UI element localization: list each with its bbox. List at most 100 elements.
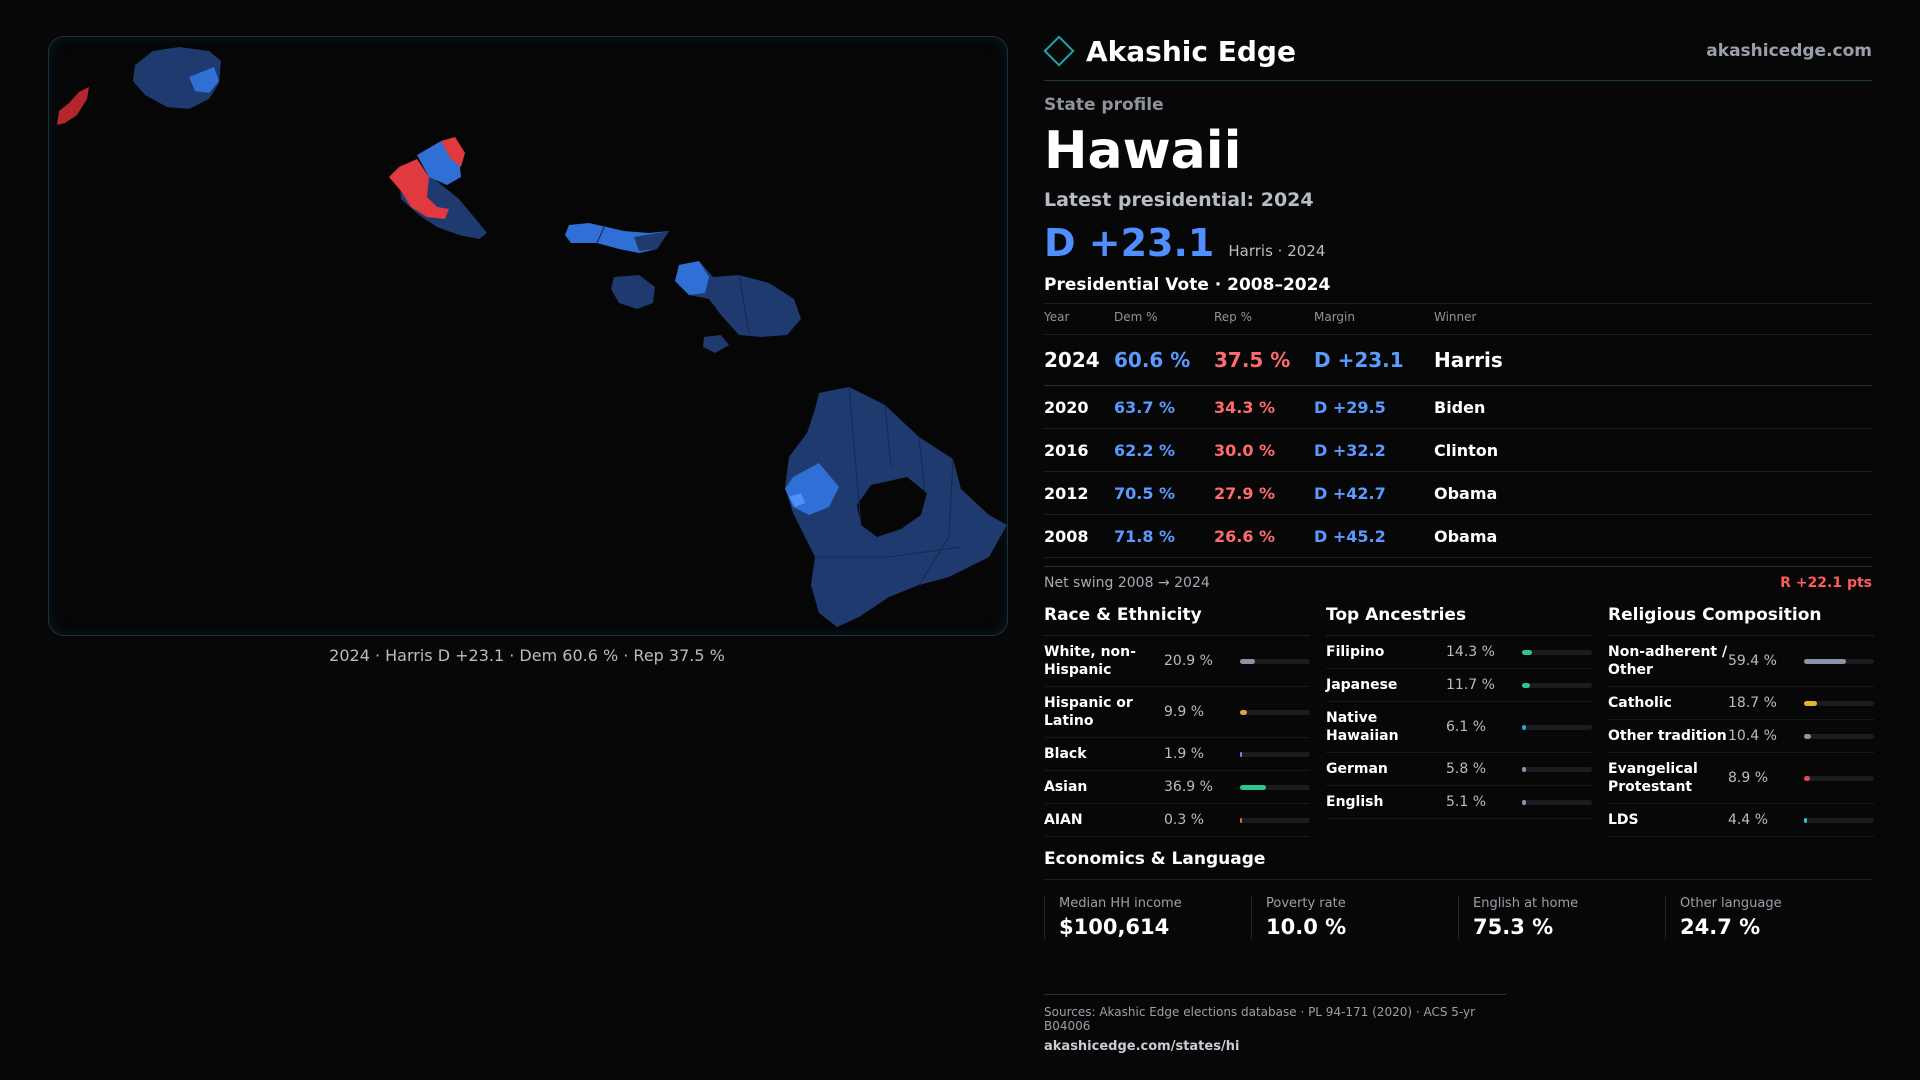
col-year[interactable]: Year — [1044, 303, 1114, 335]
cell-dem: 60.6 % — [1114, 334, 1214, 386]
demo-row[interactable]: AIAN 0.3 % — [1044, 804, 1310, 837]
cell-winner: Obama — [1434, 514, 1872, 558]
map-region-big-island-interior[interactable] — [857, 477, 927, 537]
cell-margin: D +45.2 — [1314, 514, 1434, 558]
demo-bar-fill — [1804, 700, 1817, 706]
demo-row[interactable]: White, non-Hispanic 20.9 % — [1044, 636, 1310, 687]
table-row[interactable]: 2012 70.5 % 27.9 % D +42.7 Obama — [1044, 471, 1872, 515]
demo-bar-fill — [1240, 658, 1255, 664]
demo-bar-track — [1804, 775, 1874, 781]
demo-row[interactable]: Catholic 18.7 % — [1608, 687, 1874, 720]
map-region-oahu-northwest[interactable] — [441, 137, 465, 167]
latest-margin-value: D +23.1 — [1044, 221, 1215, 265]
demo-label: Evangelical Protestant — [1608, 761, 1698, 795]
demo-bar-track — [1804, 817, 1874, 823]
cell-year: 2012 — [1044, 471, 1114, 515]
map-region-maui-west[interactable] — [675, 261, 709, 295]
demo-value: 8.9 % — [1728, 770, 1769, 786]
brand-url-link[interactable]: akashicedge.com — [1706, 41, 1872, 61]
vote-table: Year Dem % Rep % Margin Winner 2024 60.6… — [1044, 303, 1872, 558]
col-margin[interactable]: Margin — [1314, 303, 1434, 335]
demo-bar-track — [1804, 733, 1874, 739]
cell-dem: 62.2 % — [1114, 428, 1214, 472]
map-region-borders — [596, 224, 962, 586]
demo-bar-track — [1240, 751, 1310, 757]
demo-label: German — [1326, 761, 1388, 777]
map-region-lanai[interactable] — [611, 275, 655, 309]
demo-label: Hispanic or Latino — [1044, 695, 1133, 729]
map-region-kauai-east[interactable] — [189, 67, 219, 93]
demo-value: 36.9 % — [1164, 779, 1213, 795]
demo-row[interactable]: English 5.1 % — [1326, 786, 1592, 819]
demo-row[interactable]: Hispanic or Latino 9.9 % — [1044, 687, 1310, 738]
demo-bar-fill — [1522, 766, 1526, 772]
demo-label: AIAN — [1044, 812, 1083, 828]
stat-label: English at home — [1473, 896, 1579, 911]
demo-label: LDS — [1608, 812, 1639, 828]
demo-row[interactable]: Asian 36.9 % — [1044, 771, 1310, 804]
col-dem[interactable]: Dem % — [1114, 303, 1214, 335]
table-row[interactable]: 2024 60.6 % 37.5 % D +23.1 Harris — [1044, 334, 1872, 386]
demo-label: Black — [1044, 746, 1087, 762]
economics-title: Economics & Language — [1044, 849, 1872, 880]
map-region-oahu-west[interactable] — [389, 159, 449, 219]
map-region-kauai[interactable] — [133, 47, 221, 109]
table-row[interactable]: 2020 63.7 % 34.3 % D +29.5 Biden — [1044, 385, 1872, 429]
table-row[interactable]: 2008 71.8 % 26.6 % D +45.2 Obama — [1044, 514, 1872, 558]
col-winner[interactable]: Winner — [1434, 303, 1872, 335]
demo-bar-track — [1804, 658, 1874, 664]
hawaii-county-map[interactable] — [49, 37, 1007, 635]
cell-margin: D +32.2 — [1314, 428, 1434, 472]
demo-value: 20.9 % — [1164, 653, 1213, 669]
demo-bar-fill — [1522, 799, 1526, 805]
demo-bar-track — [1522, 724, 1592, 730]
cell-year: 2016 — [1044, 428, 1114, 472]
demo-bar-fill — [1804, 658, 1846, 664]
ancestry-section: Top Ancestries Filipino 14.3 % Japanese 11.… — [1326, 605, 1592, 837]
demo-bar-track — [1522, 649, 1592, 655]
demo-row[interactable]: Other tradition 10.4 % — [1608, 720, 1874, 753]
stat-median-income: Median HH income $100,614 — [1044, 896, 1251, 939]
col-rep[interactable]: Rep % — [1214, 303, 1314, 335]
demo-row[interactable]: Native Hawaiian 6.1 % — [1326, 702, 1592, 753]
brand[interactable]: Akashic Edge — [1043, 35, 1296, 68]
demo-bar-track — [1522, 799, 1592, 805]
page-title: Hawaii — [1044, 121, 1242, 181]
sources-link[interactable]: akashicedge.com/states/hi — [1044, 1039, 1240, 1054]
map-caption: 2024 · Harris D +23.1 · Dem 60.6 % · Rep… — [329, 646, 725, 665]
demo-bar-track — [1804, 700, 1874, 706]
stat-value: 75.3 % — [1473, 915, 1554, 939]
demo-bar-fill — [1522, 682, 1530, 688]
demo-bar-track — [1240, 784, 1310, 790]
stat-label: Poverty rate — [1266, 896, 1346, 911]
map-region-molokai-east[interactable] — [634, 231, 669, 251]
latest-margin-sub: Harris · 2024 — [1228, 242, 1326, 260]
map-panel[interactable] — [48, 36, 1008, 636]
cell-dem: 70.5 % — [1114, 471, 1214, 515]
cell-margin: D +42.7 — [1314, 471, 1434, 515]
demo-value: 14.3 % — [1446, 644, 1495, 660]
religion-title: Religious Composition — [1608, 605, 1874, 636]
demo-row[interactable]: Evangelical Protestant 8.9 % — [1608, 753, 1874, 804]
demo-row[interactable]: Filipino 14.3 % — [1326, 636, 1592, 669]
demo-row[interactable]: German 5.8 % — [1326, 753, 1592, 786]
demo-value: 59.4 % — [1728, 653, 1777, 669]
map-region-kahoolawe[interactable] — [703, 335, 729, 353]
vote-table-title: Presidential Vote · 2008–2024 — [1044, 275, 1331, 295]
stat-value: 10.0 % — [1266, 915, 1347, 939]
demo-bar-track — [1522, 682, 1592, 688]
table-row[interactable]: 2016 62.2 % 30.0 % D +32.2 Clinton — [1044, 428, 1872, 472]
cell-year: 2008 — [1044, 514, 1114, 558]
demo-label: Asian — [1044, 779, 1088, 795]
demo-row[interactable]: Non-adherent / Other 59.4 % — [1608, 636, 1874, 687]
stat-value: 24.7 % — [1680, 915, 1761, 939]
demo-row[interactable]: Black 1.9 % — [1044, 738, 1310, 771]
map-region-big-island-kona-light[interactable] — [789, 493, 805, 507]
map-region-niihau[interactable] — [57, 87, 89, 125]
demo-value: 11.7 % — [1446, 677, 1495, 693]
profile-kicker: State profile — [1044, 95, 1164, 115]
vote-table-header: Year Dem % Rep % Margin Winner — [1044, 303, 1872, 335]
demo-row[interactable]: Japanese 11.7 % — [1326, 669, 1592, 702]
demo-row[interactable]: LDS 4.4 % — [1608, 804, 1874, 837]
demo-value: 18.7 % — [1728, 695, 1777, 711]
